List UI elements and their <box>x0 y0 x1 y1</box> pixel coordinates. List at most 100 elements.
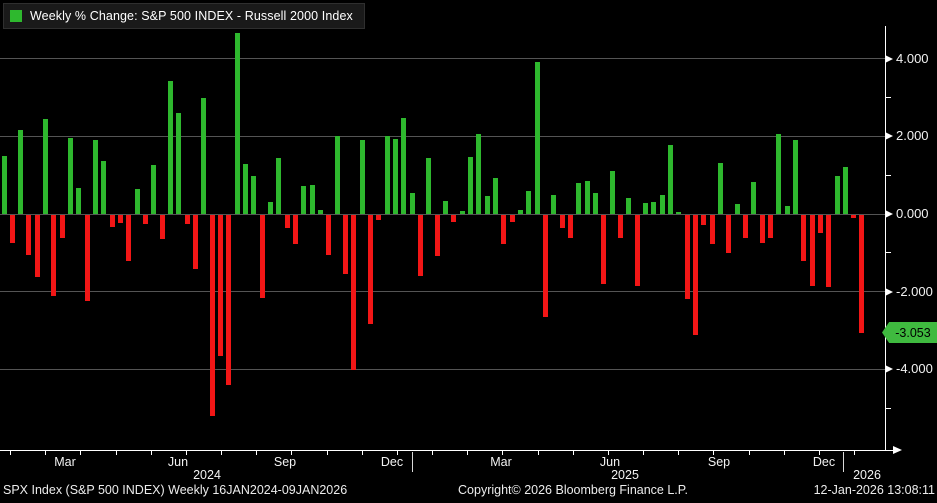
bar-week-73[interactable] <box>601 215 607 284</box>
bar-week-45[interactable] <box>368 215 374 325</box>
bar-week-33[interactable] <box>268 201 274 214</box>
bar-week-44[interactable] <box>359 140 365 214</box>
bar-week-62[interactable] <box>509 215 515 222</box>
bar-week-85[interactable] <box>701 215 707 226</box>
bar-week-36[interactable] <box>293 215 299 245</box>
bar-week-26[interactable] <box>209 215 215 416</box>
bar-week-91[interactable] <box>751 181 757 214</box>
bar-week-22[interactable] <box>176 113 182 214</box>
bar-week-57[interactable] <box>467 157 473 214</box>
bar-week-34[interactable] <box>276 158 282 214</box>
bar-week-3[interactable] <box>18 129 24 214</box>
bar-week-52[interactable] <box>426 158 432 214</box>
bar-week-72[interactable] <box>592 192 598 214</box>
bar-week-89[interactable] <box>734 204 740 214</box>
bar-week-37[interactable] <box>301 185 307 214</box>
bar-week-82[interactable] <box>676 212 682 214</box>
bar-week-29[interactable] <box>234 33 240 214</box>
bar-week-46[interactable] <box>376 215 382 221</box>
bar-week-75[interactable] <box>617 215 623 238</box>
bar-week-27[interactable] <box>218 215 224 357</box>
bar-week-99[interactable] <box>817 215 823 234</box>
bar-week-93[interactable] <box>767 215 773 238</box>
bar-week-103[interactable] <box>851 215 857 219</box>
bar-week-40[interactable] <box>326 215 332 255</box>
bar-week-84[interactable] <box>692 215 698 336</box>
bar-week-81[interactable] <box>667 145 673 214</box>
bar-week-64[interactable] <box>526 191 532 214</box>
bar-week-69[interactable] <box>567 215 573 239</box>
bar-week-96[interactable] <box>792 139 798 214</box>
bar-week-53[interactable] <box>434 215 440 257</box>
bar-week-66[interactable] <box>542 215 548 318</box>
bar-week-98[interactable] <box>809 215 815 286</box>
bar-week-16[interactable] <box>126 215 132 262</box>
bar-week-102[interactable] <box>842 167 848 214</box>
bar-week-77[interactable] <box>634 215 640 286</box>
bar-week-59[interactable] <box>484 195 490 214</box>
bar-week-21[interactable] <box>168 80 174 214</box>
bar-week-47[interactable] <box>384 136 390 214</box>
bar-week-80[interactable] <box>659 194 665 214</box>
bar-week-39[interactable] <box>318 209 324 214</box>
bar-week-71[interactable] <box>584 180 590 214</box>
bar-week-79[interactable] <box>651 201 657 214</box>
bar-week-15[interactable] <box>118 215 124 224</box>
bar-week-41[interactable] <box>334 136 340 214</box>
bar-week-78[interactable] <box>642 202 648 214</box>
bar-week-83[interactable] <box>684 215 690 300</box>
bar-week-101[interactable] <box>834 176 840 214</box>
bar-week-67[interactable] <box>551 194 557 214</box>
bar-week-50[interactable] <box>409 192 415 214</box>
bar-week-90[interactable] <box>742 215 748 238</box>
bar-week-38[interactable] <box>309 184 315 214</box>
bar-week-28[interactable] <box>226 215 232 385</box>
bar-week-63[interactable] <box>517 210 523 214</box>
bar-week-92[interactable] <box>759 215 765 244</box>
bar-week-76[interactable] <box>626 197 632 214</box>
bar-week-6[interactable] <box>43 118 49 214</box>
bar-week-23[interactable] <box>184 215 190 224</box>
bar-week-7[interactable] <box>51 215 57 296</box>
bar-week-61[interactable] <box>501 215 507 245</box>
bar-week-88[interactable] <box>726 215 732 253</box>
bar-week-65[interactable] <box>534 61 540 214</box>
bar-week-17[interactable] <box>134 189 140 214</box>
bar-week-55[interactable] <box>451 215 457 222</box>
bar-week-104[interactable] <box>859 215 865 334</box>
bar-week-14[interactable] <box>109 215 115 227</box>
bar-week-25[interactable] <box>201 97 207 214</box>
bar-week-19[interactable] <box>151 164 157 214</box>
bar-week-2[interactable] <box>9 215 15 244</box>
bar-week-11[interactable] <box>84 215 90 301</box>
bar-week-24[interactable] <box>193 215 199 269</box>
bar-week-56[interactable] <box>459 210 465 214</box>
bar-week-87[interactable] <box>717 163 723 214</box>
bar-week-12[interactable] <box>93 139 99 214</box>
bar-week-68[interactable] <box>559 215 565 229</box>
bar-week-20[interactable] <box>159 215 165 240</box>
bar-week-13[interactable] <box>101 161 107 214</box>
bar-week-58[interactable] <box>476 134 482 214</box>
bar-week-74[interactable] <box>609 171 615 214</box>
bar-week-97[interactable] <box>801 215 807 262</box>
bar-week-18[interactable] <box>143 215 149 224</box>
bar-week-30[interactable] <box>243 163 249 214</box>
bar-week-5[interactable] <box>34 215 40 278</box>
bar-week-4[interactable] <box>26 215 32 255</box>
bar-week-100[interactable] <box>826 215 832 288</box>
bar-week-43[interactable] <box>351 215 357 370</box>
bar-week-51[interactable] <box>418 215 423 276</box>
bar-week-86[interactable] <box>709 215 715 245</box>
bar-week-54[interactable] <box>442 200 448 214</box>
bar-week-60[interactable] <box>492 177 498 214</box>
bar-week-32[interactable] <box>259 215 265 299</box>
bar-week-48[interactable] <box>393 138 398 214</box>
bar-week-31[interactable] <box>251 175 257 214</box>
bar-week-10[interactable] <box>76 188 82 214</box>
bar-week-35[interactable] <box>284 215 290 228</box>
bar-week-49[interactable] <box>401 118 407 214</box>
bar-week-95[interactable] <box>784 205 790 214</box>
bar-week-70[interactable] <box>576 183 582 214</box>
chart-legend[interactable]: Weekly % Change: S&P 500 INDEX - Russell… <box>3 3 365 29</box>
